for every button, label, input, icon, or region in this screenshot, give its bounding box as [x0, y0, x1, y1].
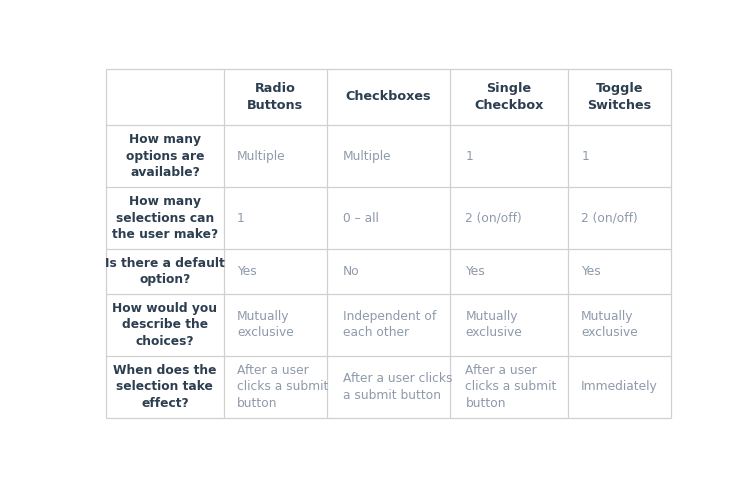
Text: No: No	[343, 265, 359, 278]
Text: After a user
clicks a submit
button: After a user clicks a submit button	[237, 364, 328, 410]
Text: Multiple: Multiple	[237, 149, 285, 163]
Text: Single
Checkbox: Single Checkbox	[474, 82, 544, 111]
Text: After a user clicks
a submit button: After a user clicks a submit button	[343, 372, 452, 402]
Text: 2 (on/off): 2 (on/off)	[581, 212, 638, 225]
Text: 1: 1	[237, 212, 245, 225]
Text: Toggle
Switches: Toggle Switches	[587, 82, 652, 111]
Text: Immediately: Immediately	[581, 380, 658, 393]
Text: 1: 1	[581, 149, 589, 163]
Text: Mutually
exclusive: Mutually exclusive	[237, 310, 294, 339]
Text: 2 (on/off): 2 (on/off)	[465, 212, 522, 225]
Text: After a user
clicks a submit
button: After a user clicks a submit button	[465, 364, 557, 410]
Text: Mutually
exclusive: Mutually exclusive	[465, 310, 522, 339]
Text: Yes: Yes	[581, 265, 601, 278]
Text: Multiple: Multiple	[343, 149, 391, 163]
Text: How would you
describe the
choices?: How would you describe the choices?	[112, 301, 217, 348]
Text: 1: 1	[465, 149, 473, 163]
Text: How many
options are
available?: How many options are available?	[125, 133, 204, 179]
Text: Yes: Yes	[237, 265, 257, 278]
Text: Independent of
each other: Independent of each other	[343, 310, 436, 339]
Text: Mutually
exclusive: Mutually exclusive	[581, 310, 638, 339]
Text: 0 – all: 0 – all	[343, 212, 378, 225]
Text: Checkboxes: Checkboxes	[346, 90, 431, 103]
Text: Yes: Yes	[465, 265, 485, 278]
Text: Radio
Buttons: Radio Buttons	[247, 82, 304, 111]
Text: How many
selections can
the user make?: How many selections can the user make?	[112, 195, 218, 241]
Text: When does the
selection take
effect?: When does the selection take effect?	[113, 364, 217, 410]
Text: Is there a default
option?: Is there a default option?	[105, 257, 225, 286]
